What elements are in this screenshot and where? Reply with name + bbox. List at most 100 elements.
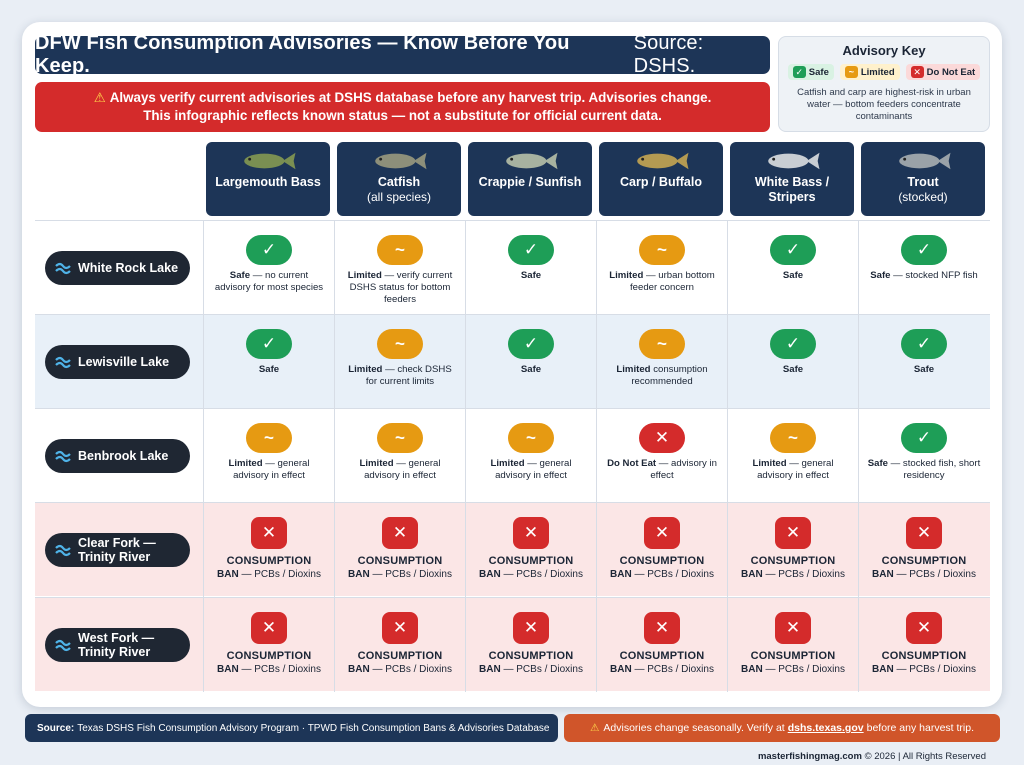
ban-label: CONSUMPTION (488, 650, 574, 662)
ban-detail: BAN — PCBs / Dioxins (597, 663, 727, 676)
ban-label: CONSUMPTION (226, 555, 312, 567)
lake-label: Clear Fork — Trinity River (45, 533, 190, 567)
table-row: Clear Fork — Trinity River ✕ CONSUMPTION BA… (35, 502, 990, 597)
advisory-cell: ✓ Safe — stocked NFP fish (858, 221, 989, 315)
species-header: White Bass / Stripers (730, 142, 854, 216)
advisory-table: Largemouth Bass Catfish (all species) Crapp… (35, 140, 990, 695)
lake-label: White Rock Lake (45, 251, 190, 285)
tilde-icon: ~ (844, 66, 858, 78)
ban-word: BAN (217, 664, 239, 675)
advisory-note: Safe (859, 364, 989, 376)
status-label: Limited (348, 364, 383, 375)
tilde-icon: ~ (377, 329, 423, 359)
status-label: Safe (520, 364, 542, 375)
ban-label: CONSUMPTION (881, 650, 967, 662)
advisory-note: Limited consumption recommended (597, 364, 727, 388)
key-do-not-eat: ✕ Do Not Eat (905, 64, 981, 80)
ban-reason: — PCBs / Dioxins (500, 569, 583, 580)
ban-label: CONSUMPTION (750, 650, 836, 662)
status-label: Safe (913, 364, 935, 375)
status-detail: — general advisory in effect (364, 458, 441, 481)
credit-site[interactable]: masterfishingmag.com (757, 751, 862, 762)
tilde-icon: ~ (770, 423, 816, 453)
ban-word: BAN (348, 664, 370, 675)
ban-word: BAN (479, 664, 501, 675)
lake-name: Clear Fork — Trinity River (78, 536, 156, 564)
species-name: Crappie / Sunfish (478, 175, 582, 189)
check-icon: ✓ (901, 329, 947, 359)
species-sub: (stocked) (898, 190, 948, 204)
advisory-note: Limited — verify current DSHS status for… (335, 270, 465, 306)
advisory-note: Do Not Eat — advisory in effect (597, 458, 727, 482)
lake-label: Benbrook Lake (45, 439, 190, 473)
check-icon: ✓ (508, 235, 554, 265)
advisory-cell: ✕ CONSUMPTION BAN — PCBs / Dioxins (858, 598, 989, 692)
advisory-cell: ✓ Safe — no current advisory for most spe… (203, 221, 334, 315)
table-row: West Fork — Trinity River ✕ CONSUMPTION BAN… (35, 597, 990, 692)
ban-reason: — PCBs / Dioxins (631, 664, 714, 675)
key-safe: ✓ Safe (787, 64, 834, 80)
tilde-icon: ~ (639, 235, 685, 265)
x-icon: ✕ (513, 612, 549, 644)
page-title: DFW Fish Consumption Advisories — Know B… (35, 32, 770, 77)
advisory-note: Safe (728, 364, 858, 376)
advisory-cell: ✕ CONSUMPTION BAN — PCBs / Dioxins (596, 503, 727, 597)
advisory-note: Safe — stocked NFP fish (859, 270, 989, 282)
species-header: Catfish (all species) (337, 142, 461, 216)
fish-icon (637, 152, 689, 170)
water-icon (55, 544, 71, 557)
status-label: Limited (609, 270, 644, 281)
status-detail: — advisory in effect (650, 458, 717, 481)
ban-detail: BAN — PCBs / Dioxins (859, 663, 989, 676)
x-icon: ✕ (382, 612, 418, 644)
footer-warning: ⚠ Advisories change seasonally. Verify a… (564, 714, 1000, 742)
status-detail: — general advisory in effect (233, 458, 310, 481)
ban-detail: BAN — PCBs / Dioxins (728, 663, 858, 676)
credit: masterfishingmag.com © 2026 | All Rights… (758, 751, 986, 762)
ban-detail: BAN — PCBs / Dioxins (335, 568, 465, 581)
status-detail: — general advisory in effect (757, 458, 834, 481)
species-header: Carp / Buffalo (599, 142, 723, 216)
ban-reason: — PCBs / Dioxins (369, 664, 452, 675)
ban-label: CONSUMPTION (357, 650, 443, 662)
key-limited-label: Limited (860, 66, 895, 78)
advisory-cell: ✕ CONSUMPTION BAN — PCBs / Dioxins (596, 598, 727, 692)
x-icon: ✕ (906, 517, 942, 549)
ban-label: CONSUMPTION (357, 555, 443, 567)
advisory-note: Safe — stocked fish, short residency (859, 458, 989, 482)
ban-word: BAN (348, 569, 370, 580)
ban-label: CONSUMPTION (488, 555, 574, 567)
key-note: Catfish and carp are highest-risk in urb… (797, 87, 971, 122)
advisory-cell: ✕ CONSUMPTION BAN — PCBs / Dioxins (727, 503, 858, 597)
advisory-cell: ~ Limited — general advisory in effect (203, 409, 334, 503)
ban-label: CONSUMPTION (619, 650, 705, 662)
x-icon: ✕ (639, 423, 685, 453)
x-icon: ✕ (644, 612, 680, 644)
status-detail: — check DSHS for current limits (365, 364, 452, 387)
warning-line-2: This infographic reflects known status —… (143, 108, 662, 123)
advisory-cell: ✓ Safe (465, 315, 596, 409)
key-dne-label: Do Not Eat (926, 66, 976, 78)
status-label: Safe (782, 364, 804, 375)
ban-detail: BAN — PCBs / Dioxins (466, 663, 596, 676)
ban-reason: — PCBs / Dioxins (893, 569, 976, 580)
footer-warn-pre: Advisories change seasonally. Verify at (603, 722, 785, 734)
check-icon: ✓ (770, 329, 816, 359)
advisory-cell: ~ Limited — urban bottom feeder concern (596, 221, 727, 315)
advisory-cell: ✓ Safe (858, 315, 989, 409)
advisory-cell: ✕ CONSUMPTION BAN — PCBs / Dioxins (203, 598, 334, 692)
dshs-link[interactable]: dshs.texas.gov (787, 722, 864, 734)
status-label: Do Not Eat (607, 458, 657, 469)
advisory-cell: ✕ CONSUMPTION BAN — PCBs / Dioxins (727, 598, 858, 692)
advisory-cell: ✕ CONSUMPTION BAN — PCBs / Dioxins (465, 598, 596, 692)
status-label: Safe (229, 270, 251, 281)
ban-detail: BAN — PCBs / Dioxins (597, 568, 727, 581)
footer-source: Source: Texas DSHS Fish Consumption Advi… (25, 714, 558, 742)
title-main: DFW Fish Consumption Advisories — Know B… (35, 32, 570, 77)
status-label: Safe (258, 364, 280, 375)
advisory-cell: ✕ CONSUMPTION BAN — PCBs / Dioxins (203, 503, 334, 597)
x-icon: ✕ (513, 517, 549, 549)
advisory-cell: ✕ CONSUMPTION BAN — PCBs / Dioxins (334, 598, 465, 692)
status-label: Limited (490, 458, 525, 469)
fish-icon (899, 152, 951, 170)
